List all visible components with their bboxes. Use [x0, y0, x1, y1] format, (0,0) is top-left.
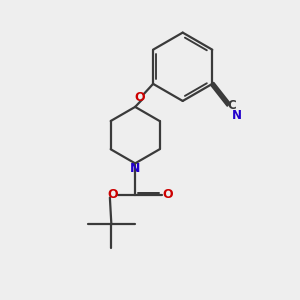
Text: N: N [232, 110, 242, 122]
Text: N: N [130, 162, 140, 175]
Text: O: O [107, 188, 118, 201]
Text: C: C [228, 99, 237, 112]
Text: O: O [163, 188, 173, 201]
Text: O: O [134, 91, 145, 104]
